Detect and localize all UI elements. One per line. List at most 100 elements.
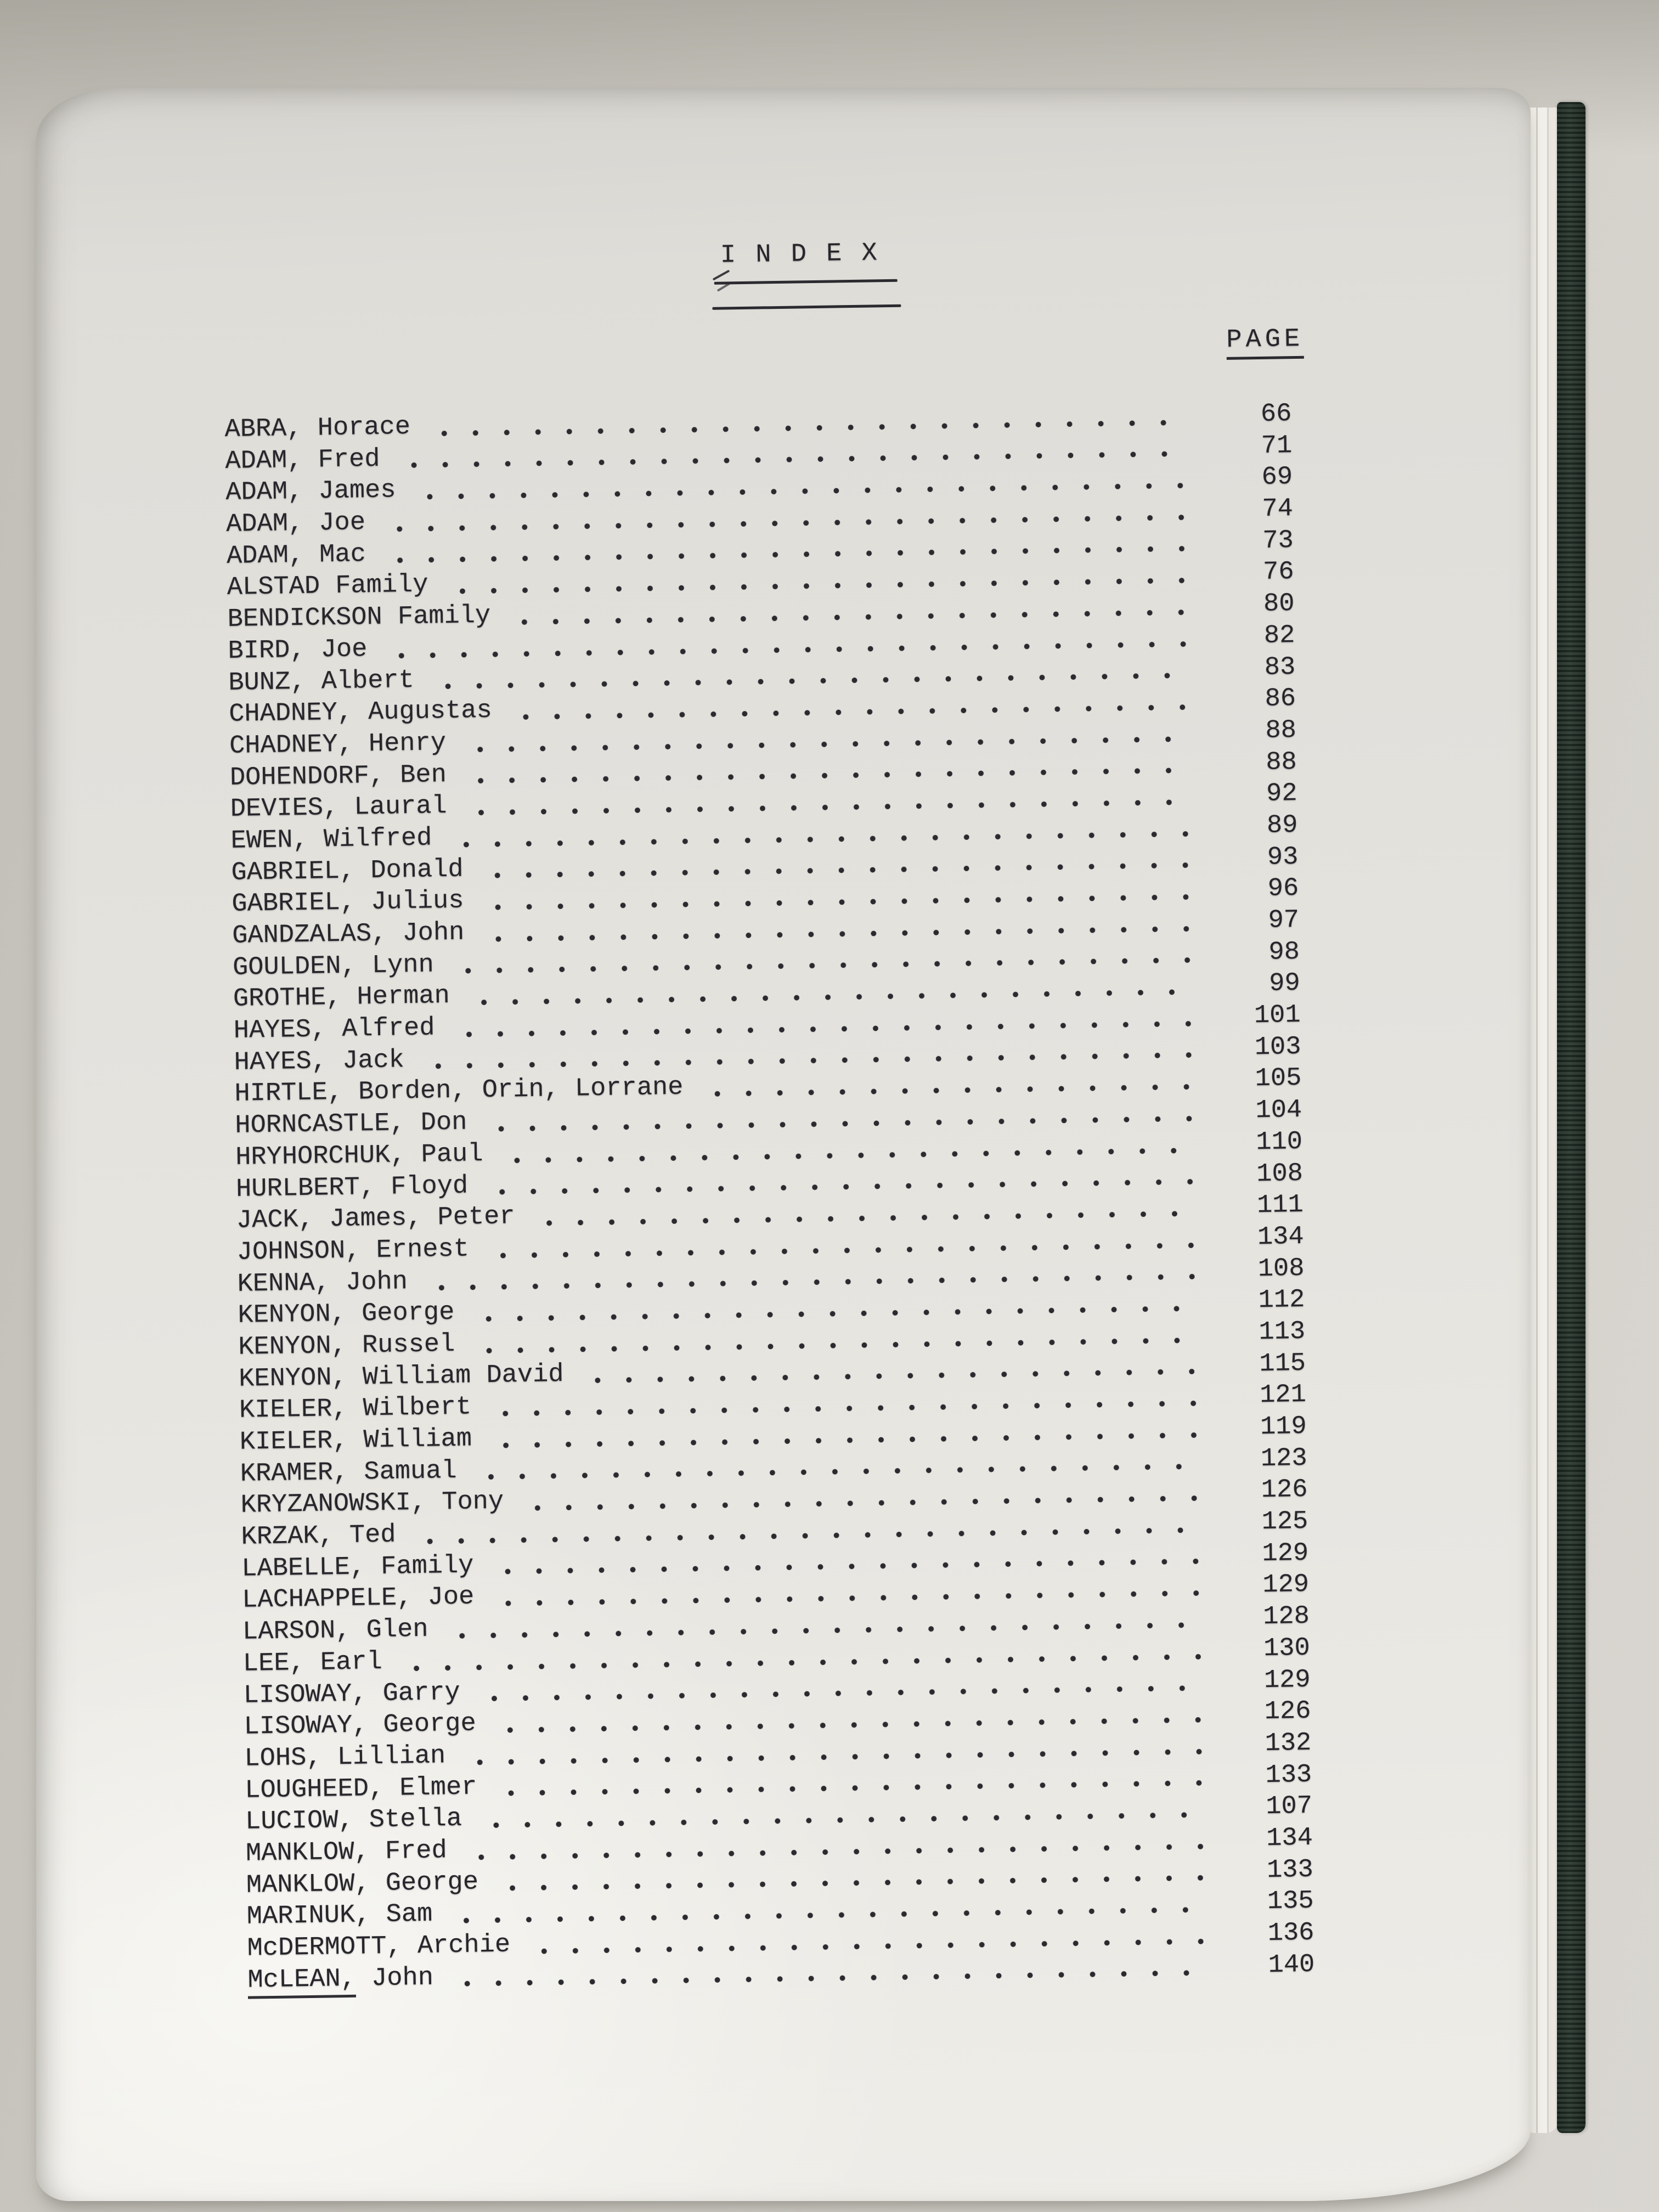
entry-name: LUCIOW, Stella xyxy=(245,1804,462,1837)
entry-name: KIELER, William xyxy=(239,1424,472,1457)
entry-page-number: 76 xyxy=(1262,557,1295,588)
dot-leader xyxy=(499,1178,1203,1195)
entry-page-number: 80 xyxy=(1263,589,1295,619)
title-underline-2 xyxy=(712,304,901,310)
entry-page-number: 129 xyxy=(1262,1538,1309,1568)
page-column-header: PAGE xyxy=(1226,324,1304,360)
dot-leader xyxy=(477,735,1196,753)
entry-page-number: 103 xyxy=(1254,1032,1301,1063)
entry-page-number: 126 xyxy=(1261,1475,1308,1505)
entry-page-number: 89 xyxy=(1266,810,1298,840)
entry-page-number: 128 xyxy=(1262,1602,1310,1632)
entry-page-number: 111 xyxy=(1256,1190,1304,1221)
entry-page-number: 115 xyxy=(1259,1348,1306,1379)
dot-leader xyxy=(499,1242,1203,1259)
entry-page-number: 133 xyxy=(1266,1855,1314,1885)
entry-name: MARINUK, Sam xyxy=(246,1899,433,1932)
entry-page-number: 108 xyxy=(1257,1254,1305,1284)
entry-page-number: 98 xyxy=(1268,937,1300,967)
dot-leader xyxy=(506,1716,1210,1734)
dot-leader xyxy=(477,798,1197,816)
entry-name: DOHENDORF, Ben xyxy=(229,760,447,793)
entry-name: CHADNEY, Augustas xyxy=(228,696,493,730)
entry-page-number: 132 xyxy=(1265,1728,1312,1758)
dot-leader xyxy=(522,703,1195,720)
entry-name: LISOWAY, Garry xyxy=(243,1678,461,1711)
entry-name: GOULDEN, Lynn xyxy=(232,950,435,983)
entry-name: KENNA, John xyxy=(237,1267,408,1299)
entry-name: MANKLOW, Fred xyxy=(245,1836,448,1869)
entry-name: LEE, Earl xyxy=(242,1647,383,1679)
entry-page-number: 93 xyxy=(1267,842,1299,872)
entry-page-number: 112 xyxy=(1258,1285,1305,1316)
dot-leader xyxy=(502,1400,1206,1417)
entry-name: GABRIEL, Julius xyxy=(232,886,464,919)
dot-leader xyxy=(594,1368,1205,1384)
entry-page-number: 108 xyxy=(1256,1159,1304,1189)
dot-leader xyxy=(714,1083,1201,1098)
dot-leader xyxy=(504,1558,1208,1576)
entry-name: HAYES, Jack xyxy=(234,1046,405,1077)
dot-leader xyxy=(485,1305,1204,1323)
entry-name: BIRD, Joe xyxy=(228,634,368,666)
entry-name: JOHNSON, Ernest xyxy=(236,1234,470,1267)
entry-page-number: 135 xyxy=(1267,1887,1314,1917)
entry-name: ADAM, James xyxy=(225,476,396,508)
entry-page-number: 119 xyxy=(1260,1412,1307,1442)
entry-page-number: 129 xyxy=(1262,1570,1310,1600)
entry-name: HRYHORCHUK, Paul xyxy=(235,1139,483,1172)
dot-leader xyxy=(480,988,1200,1006)
entry-name: ALSTAD Family xyxy=(227,570,428,603)
title-underline xyxy=(714,279,898,285)
entry-name: KRAMER, Samual xyxy=(240,1456,458,1489)
dot-leader xyxy=(514,1147,1202,1164)
dot-leader xyxy=(498,1115,1201,1132)
dot-leader xyxy=(521,608,1194,625)
page-stack-edge xyxy=(1528,108,1558,2133)
dot-leader xyxy=(507,1779,1211,1797)
dot-leader xyxy=(493,1811,1212,1829)
entry-name: LOUGHEED, Elmer xyxy=(245,1773,477,1805)
dot-leader xyxy=(487,1463,1206,1481)
entry-name: HIRTLE, Borden, Orin, Lorrane xyxy=(234,1073,684,1109)
entry-page-number: 113 xyxy=(1259,1317,1306,1347)
dot-leader xyxy=(505,1589,1209,1607)
entry-name: MANKLOW, George xyxy=(246,1867,479,1900)
entry-page-number: 66 xyxy=(1260,399,1292,429)
entry-name: ADAM, Mac xyxy=(226,539,366,571)
entry-page-number: 74 xyxy=(1262,494,1294,524)
entry-name: ADAM, Joe xyxy=(225,508,366,540)
entry-page-number: 69 xyxy=(1261,462,1293,493)
entry-name: GABRIEL, Donald xyxy=(231,855,464,888)
entry-page-number: 129 xyxy=(1263,1665,1311,1695)
entry-name: DEVIES, Laural xyxy=(230,792,448,825)
entry-name: KENYON, Russel xyxy=(238,1329,455,1362)
entry-name: GROTHE, Herman xyxy=(233,981,450,1014)
entry-name: LISOWAY, George xyxy=(244,1709,477,1742)
entry-page-number: 130 xyxy=(1263,1633,1311,1663)
stray-mark xyxy=(712,269,730,281)
dot-leader xyxy=(490,1684,1210,1702)
book-cover-edge xyxy=(1557,102,1585,2133)
entry-page-number: 96 xyxy=(1267,874,1299,904)
entry-name: KRYZANOWSKI, Tony xyxy=(240,1487,504,1521)
entry-name: BENDICKSON Family xyxy=(227,601,491,635)
entry-name: HURLBERT, Floyd xyxy=(235,1171,469,1204)
entry-page-number: 134 xyxy=(1257,1222,1305,1252)
entry-name: ADAM, Fred xyxy=(225,444,380,476)
entry-name: GANDZALAS, John xyxy=(232,918,465,951)
entry-page-number: 133 xyxy=(1265,1760,1312,1790)
dot-leader xyxy=(494,893,1198,911)
entry-name: LOHS, Lillian xyxy=(244,1741,446,1774)
entry-page-number: 125 xyxy=(1261,1506,1308,1537)
entry-page-number: 99 xyxy=(1268,969,1301,999)
dot-leader xyxy=(477,767,1197,785)
index-list: ABRA, Horace 66 ADAM, Fred 71 ADAM, James 69 A… xyxy=(224,399,1315,1999)
entry-page-number: 107 xyxy=(1266,1792,1313,1822)
entry-page-number: 105 xyxy=(1255,1064,1302,1094)
entry-name: EWEN, Wilfred xyxy=(230,823,432,856)
entry-name: KENYON, William David xyxy=(238,1359,564,1394)
entry-page-number: 110 xyxy=(1256,1127,1303,1158)
dot-leader xyxy=(541,1938,1214,1955)
